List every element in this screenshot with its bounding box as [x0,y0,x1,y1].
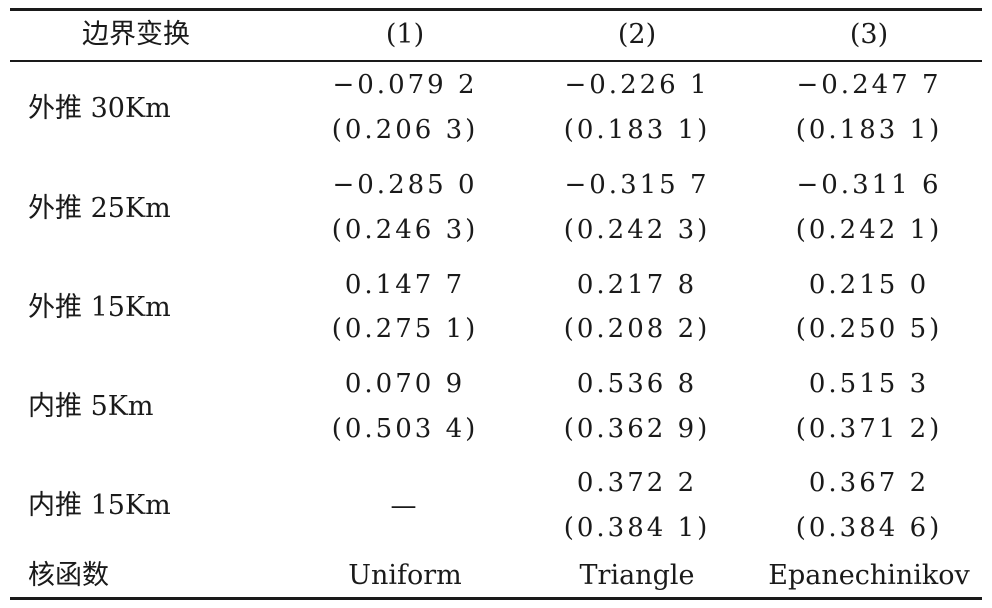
se-cell: (0.384 6) [795,513,943,543]
header-col-3: (3) [849,19,889,50]
se-cell: (0.503 4) [331,414,479,444]
se-cell: (0.371 2) [795,414,943,444]
kernel-epanechnikov: Epanechinikov [768,560,970,591]
coef-cell: −0.226 1 [564,70,710,100]
coef-cell: −0.315 7 [564,170,710,200]
row-label: 外推 15Km [28,292,171,323]
header-col-2: (2) [617,19,657,50]
se-cell: (0.384 1) [563,513,711,543]
results-table: 边界变换 (1) (2) (3) 外推 30Km −0.079 2 (0.206… [10,8,982,602]
se-cell: (0.362 9) [563,414,711,444]
se-cell: (0.275 1) [331,314,479,344]
coef-cell: 0.147 7 [344,270,466,300]
se-cell: (0.208 2) [563,314,711,344]
top-rule [10,8,982,11]
se-cell: (0.250 5) [795,314,943,344]
header-rule [10,60,982,62]
row-label: 内推 15Km [28,490,171,521]
row-label: 外推 30Km [28,93,171,124]
coef-cell: 0.536 8 [576,369,698,399]
kernel-uniform: Uniform [348,560,462,591]
se-cell: (0.206 3) [331,115,479,145]
coef-cell: −0.285 0 [332,170,478,200]
se-cell: (0.246 3) [331,215,479,245]
se-cell: (0.183 1) [563,115,711,145]
se-cell: (0.242 3) [563,215,711,245]
se-cell: (0.183 1) [795,115,943,145]
coef-cell: −0.311 6 [796,170,942,200]
coef-cell: −0.247 7 [796,70,942,100]
se-cell: (0.242 1) [795,215,943,245]
kernel-label: 核函数 [28,560,109,591]
coef-cell: 0.367 2 [808,468,930,498]
coef-cell: 0.215 0 [808,270,930,300]
coef-cell: 0.515 3 [808,369,930,399]
coef-cell: — [390,491,420,521]
header-col-1: (1) [385,19,425,50]
kernel-triangle: Triangle [579,560,695,591]
row-label: 内推 5Km [28,391,154,422]
coef-cell: 0.070 9 [344,369,466,399]
coef-cell: −0.079 2 [332,70,478,100]
header-boundary-transform: 边界变换 [82,19,190,50]
row-label: 外推 25Km [28,193,171,224]
coef-cell: 0.372 2 [576,468,698,498]
coef-cell: 0.217 8 [576,270,698,300]
bottom-rule [10,597,982,600]
